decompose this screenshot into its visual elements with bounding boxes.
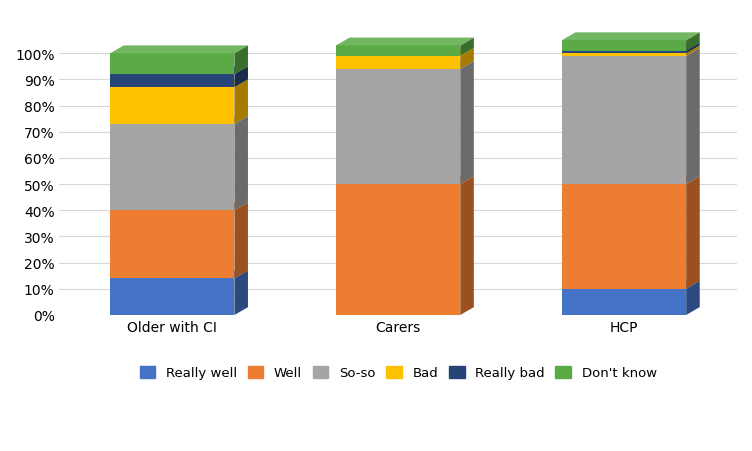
Polygon shape xyxy=(235,80,248,124)
Polygon shape xyxy=(336,46,460,57)
Polygon shape xyxy=(336,177,474,185)
Polygon shape xyxy=(336,38,474,46)
Polygon shape xyxy=(235,203,248,279)
Polygon shape xyxy=(235,46,248,75)
Polygon shape xyxy=(111,75,235,88)
Polygon shape xyxy=(111,54,235,75)
Polygon shape xyxy=(336,185,460,315)
Polygon shape xyxy=(562,44,699,51)
Polygon shape xyxy=(562,33,699,41)
Polygon shape xyxy=(111,279,235,315)
Legend: Really well, Well, So-so, Bad, Really bad, Don't know: Really well, Well, So-so, Bad, Really ba… xyxy=(134,361,663,385)
Polygon shape xyxy=(562,54,686,57)
Polygon shape xyxy=(235,271,248,315)
Polygon shape xyxy=(562,57,686,185)
Polygon shape xyxy=(235,67,248,88)
Polygon shape xyxy=(336,62,474,70)
Polygon shape xyxy=(562,46,699,54)
Polygon shape xyxy=(686,49,699,185)
Polygon shape xyxy=(336,70,460,185)
Polygon shape xyxy=(111,67,248,75)
Polygon shape xyxy=(460,38,474,57)
Polygon shape xyxy=(111,80,248,88)
Polygon shape xyxy=(686,44,699,54)
Polygon shape xyxy=(562,51,686,54)
Polygon shape xyxy=(686,33,699,51)
Polygon shape xyxy=(562,185,686,289)
Polygon shape xyxy=(111,271,248,279)
Polygon shape xyxy=(460,49,474,70)
Polygon shape xyxy=(336,49,474,57)
Polygon shape xyxy=(111,117,248,124)
Polygon shape xyxy=(111,124,235,211)
Polygon shape xyxy=(336,57,460,70)
Polygon shape xyxy=(460,177,474,315)
Polygon shape xyxy=(235,117,248,211)
Polygon shape xyxy=(111,88,235,124)
Polygon shape xyxy=(460,62,474,185)
Polygon shape xyxy=(562,177,699,185)
Polygon shape xyxy=(111,203,248,211)
Polygon shape xyxy=(686,46,699,57)
Polygon shape xyxy=(686,177,699,289)
Polygon shape xyxy=(562,41,686,51)
Polygon shape xyxy=(686,281,699,315)
Polygon shape xyxy=(562,49,699,57)
Polygon shape xyxy=(111,211,235,279)
Polygon shape xyxy=(562,289,686,315)
Polygon shape xyxy=(562,281,699,289)
Polygon shape xyxy=(111,46,248,54)
